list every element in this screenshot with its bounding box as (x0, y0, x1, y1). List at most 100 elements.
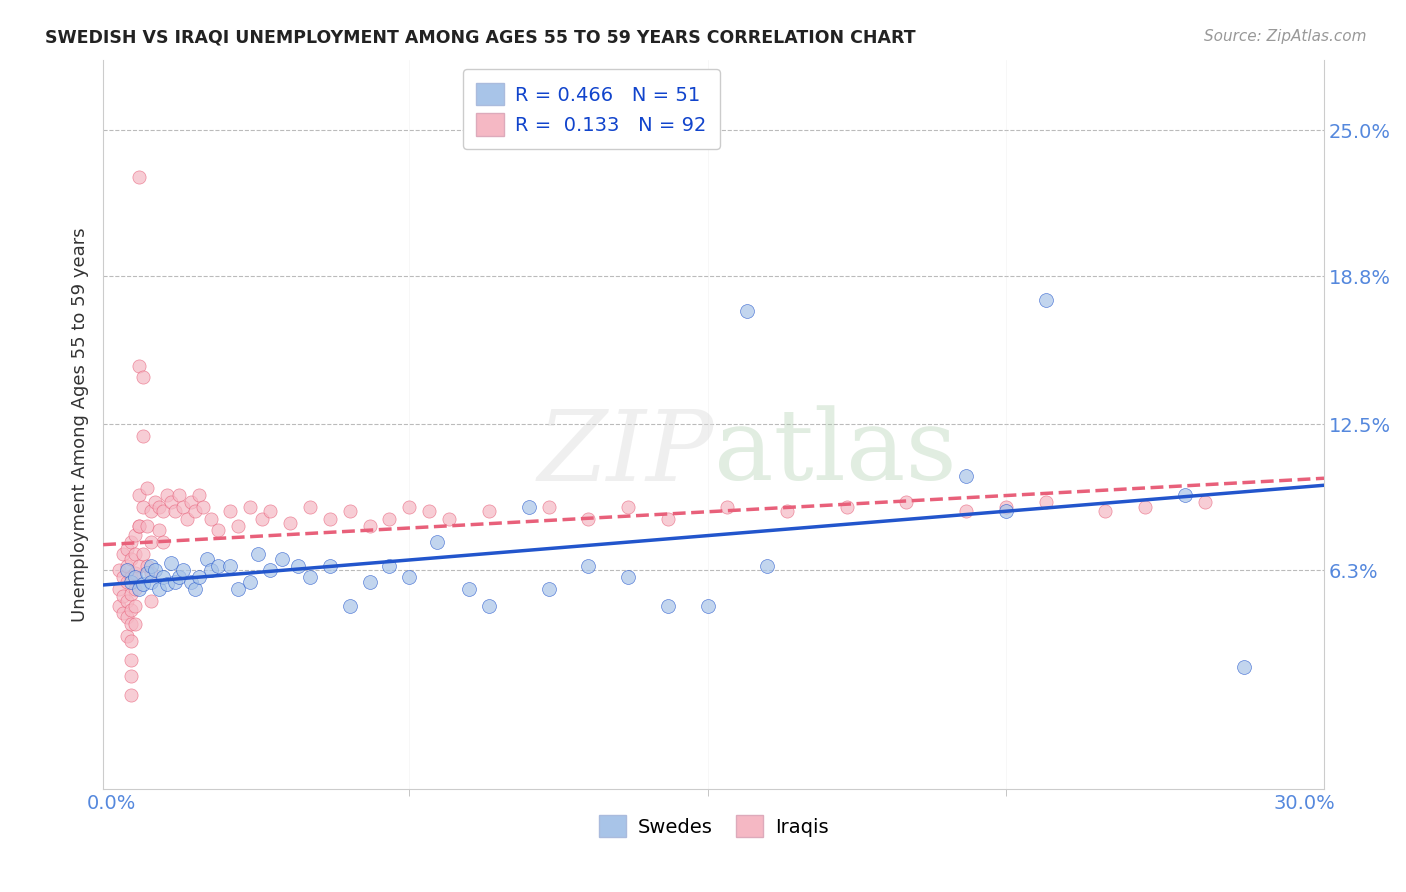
Point (120, 587, 142, 601)
Point (128, 170, 150, 185)
Point (120, 535, 142, 549)
Point (132, 577, 155, 591)
Point (139, 566, 162, 580)
Point (111, 589, 134, 603)
Point (152, 504, 174, 518)
Point (139, 504, 162, 518)
Point (207, 524, 229, 538)
Point (115, 558, 138, 573)
Point (120, 617, 142, 632)
Point (159, 495, 181, 509)
Point (458, 582, 481, 597)
Point (139, 575, 162, 590)
Point (135, 558, 157, 573)
Point (172, 500, 194, 514)
Point (378, 511, 401, 525)
Point (152, 570, 174, 584)
Point (478, 599, 501, 613)
Point (1194, 495, 1216, 509)
Point (148, 524, 170, 538)
Point (187, 488, 209, 502)
Point (319, 511, 342, 525)
Point (994, 504, 1017, 518)
Point (250, 511, 273, 525)
Point (124, 566, 146, 580)
Point (124, 599, 146, 613)
Point (128, 518, 150, 533)
Point (437, 511, 460, 525)
Point (835, 500, 858, 514)
Point (124, 547, 146, 561)
Point (537, 500, 560, 514)
Point (1035, 293, 1057, 307)
Point (148, 582, 170, 597)
Text: atlas: atlas (714, 406, 956, 501)
Point (517, 500, 540, 514)
Point (398, 500, 420, 514)
Point (955, 469, 977, 483)
Point (537, 582, 560, 597)
Point (159, 556, 181, 570)
Point (115, 629, 138, 643)
Point (278, 516, 301, 531)
Point (339, 599, 361, 613)
Point (298, 500, 321, 514)
Point (180, 575, 202, 590)
Point (143, 563, 166, 577)
Point (359, 518, 381, 533)
Point (994, 500, 1017, 514)
Point (135, 566, 157, 580)
Point (115, 563, 138, 577)
Point (115, 610, 138, 624)
Point (124, 528, 146, 542)
Point (120, 669, 142, 683)
Point (115, 542, 138, 557)
Point (239, 500, 262, 514)
Point (163, 504, 186, 518)
Point (167, 488, 190, 502)
Point (148, 500, 170, 514)
Point (776, 504, 799, 518)
Point (176, 511, 198, 525)
Point (657, 511, 679, 525)
Point (180, 495, 202, 509)
Point (128, 488, 150, 502)
Point (576, 558, 599, 573)
Point (478, 504, 501, 518)
Point (128, 518, 150, 533)
Point (108, 599, 131, 613)
Point (1035, 495, 1057, 509)
Point (219, 504, 242, 518)
Point (135, 518, 157, 533)
Point (228, 582, 250, 597)
Point (617, 500, 640, 514)
Point (124, 617, 146, 632)
Point (108, 582, 131, 597)
Point (128, 558, 150, 573)
Point (139, 594, 162, 608)
Point (576, 511, 599, 525)
Text: Source: ZipAtlas.com: Source: ZipAtlas.com (1204, 29, 1367, 44)
Point (716, 500, 738, 514)
Point (139, 535, 162, 549)
Point (247, 547, 270, 561)
Point (124, 582, 146, 597)
Point (617, 570, 640, 584)
Text: ZIP: ZIP (537, 406, 714, 501)
Point (418, 504, 440, 518)
Point (191, 500, 214, 514)
Point (163, 575, 186, 590)
Point (339, 504, 361, 518)
Point (120, 603, 142, 617)
Point (111, 570, 134, 584)
Point (183, 504, 205, 518)
Point (737, 304, 759, 318)
Point (108, 563, 131, 577)
Point (239, 575, 262, 590)
Point (398, 570, 420, 584)
Point (120, 653, 142, 667)
Point (156, 488, 179, 502)
Point (187, 570, 209, 584)
Point (1233, 660, 1256, 674)
Point (128, 359, 150, 373)
